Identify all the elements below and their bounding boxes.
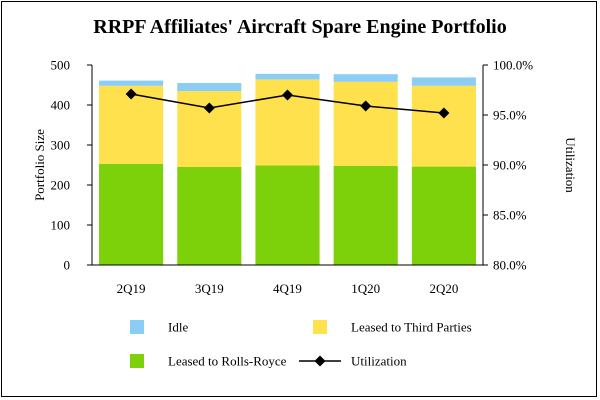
x-tick-label: 3Q19 [195, 281, 224, 296]
legend-swatch-idle [130, 320, 144, 334]
bar-idle-2q19 [99, 80, 164, 86]
y2-tick-label: 80.0% [493, 258, 527, 273]
legend-label-leased-to-third-parties: Leased to Third Parties [351, 320, 472, 335]
bar-leased-to-rolls-royce-3q19 [177, 167, 242, 265]
y-tick-label: 400 [51, 98, 71, 113]
bar-idle-2q20 [411, 77, 476, 86]
bars-group [99, 73, 476, 265]
bar-leased-to-third-parties-3q19 [177, 91, 242, 167]
legend-marker-utilization [314, 355, 326, 367]
legend-label-utilization: Utilization [351, 354, 407, 369]
utilization-point [125, 88, 137, 100]
y2-tick-label: 95.0% [493, 108, 527, 123]
utilization-point [203, 102, 215, 114]
y-axis-label: Portfolio Size [32, 129, 47, 201]
bar-leased-to-rolls-royce-2q19 [99, 163, 164, 265]
y-tick-label: 0 [64, 258, 71, 273]
legend-swatch-leased-to-rolls-royce [130, 354, 144, 368]
legend-label-idle: Idle [168, 320, 188, 335]
axes-group: 2Q19 3Q19 4Q19 1Q20 2Q20 0 100 200 300 400 500 80.0… [51, 58, 534, 297]
x-tick-label: 1Q20 [351, 281, 380, 296]
x-tick-label: 2Q20 [429, 281, 458, 296]
bar-idle-4q19 [255, 73, 320, 80]
legend-swatch-leased-to-third-parties [313, 320, 327, 334]
y2-tick-label: 85.0% [493, 208, 527, 223]
y2-tick-label: 90.0% [493, 158, 527, 173]
bar-leased-to-rolls-royce-4q19 [255, 165, 320, 265]
legend-label-leased-to-rolls-royce: Leased to Rolls-Royce [168, 354, 287, 369]
bar-leased-to-third-parties-2q20 [411, 85, 476, 167]
chart-title: RRPF Affiliates' Aircraft Spare Engine P… [93, 16, 506, 38]
y-tick-label: 100 [51, 218, 71, 233]
x-tick-label: 2Q19 [117, 281, 146, 296]
utilization-point [438, 107, 450, 119]
utilization-point [282, 89, 293, 101]
utilization-line-group [125, 88, 450, 119]
y-tick-label: 500 [51, 58, 71, 73]
y-tick-label: 200 [51, 178, 71, 193]
x-tick-label: 4Q19 [273, 281, 302, 296]
utilization-point [360, 100, 372, 112]
y2-axis-label: Utilization [563, 137, 578, 193]
y-tick-label: 300 [51, 138, 71, 153]
bar-idle-1q20 [333, 74, 398, 82]
bar-leased-to-third-parties-1q20 [333, 81, 398, 166]
y2-tick-label: 100.0% [493, 58, 533, 73]
bar-idle-3q19 [177, 83, 242, 91]
bar-leased-to-rolls-royce-2q20 [411, 166, 476, 265]
legend: Idle Leased to Third Parties Leased to Rol… [130, 320, 472, 369]
bar-leased-to-rolls-royce-1q20 [333, 165, 398, 265]
